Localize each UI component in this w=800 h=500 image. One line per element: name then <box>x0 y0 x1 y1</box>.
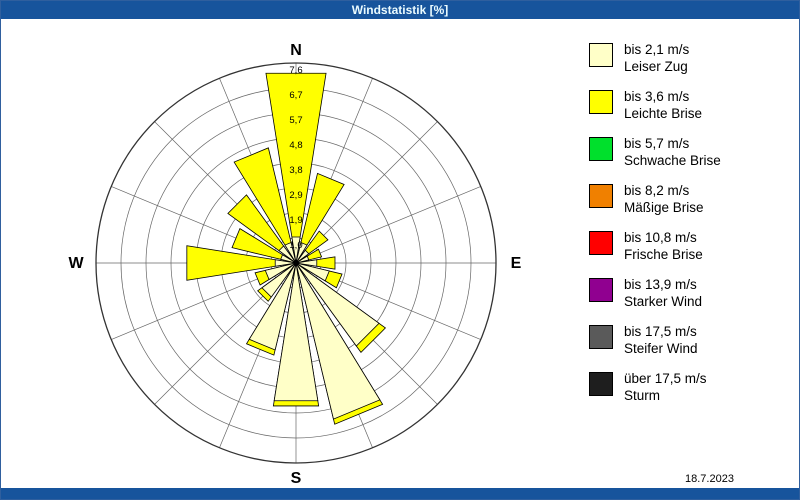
legend-item: bis 2,1 m/s Leiser Zug <box>589 41 789 75</box>
legend-swatch <box>589 137 613 161</box>
legend-label: bis 13,9 m/s Starker Wind <box>624 276 702 310</box>
legend-name: Sturm <box>624 388 661 403</box>
windrose-chart-area: 1,0 1,9 2,9 3,8 4,8 5,7 6,7 7,6 N S W E <box>1 19 581 489</box>
title-bar: Windstatistik [%] <box>1 1 799 19</box>
legend-item: bis 10,8 m/s Frische Brise <box>589 229 789 263</box>
svg-text:7,6: 7,6 <box>289 65 302 76</box>
svg-text:5,7: 5,7 <box>289 115 302 126</box>
legend-swatch <box>589 90 613 114</box>
legend-speed: bis 8,2 m/s <box>624 183 690 198</box>
legend-item: bis 17,5 m/s Steifer Wind <box>589 323 789 357</box>
date-label: 18.7.2023 <box>685 473 734 485</box>
legend-label: bis 8,2 m/s Mäßige Brise <box>624 182 704 216</box>
legend-item: bis 3,6 m/s Leichte Brise <box>589 88 789 122</box>
legend-speed: über 17,5 m/s <box>624 371 707 386</box>
legend-label: bis 10,8 m/s Frische Brise <box>624 229 703 263</box>
legend-label: bis 2,1 m/s Leiser Zug <box>624 41 689 75</box>
legend-name: Leiser Zug <box>624 59 688 74</box>
svg-text:1,9: 1,9 <box>289 215 302 226</box>
legend-speed: bis 10,8 m/s <box>624 230 697 245</box>
legend-item: bis 13,9 m/s Starker Wind <box>589 276 789 310</box>
legend-item: bis 8,2 m/s Mäßige Brise <box>589 182 789 216</box>
legend-swatch <box>589 372 613 396</box>
legend-swatch <box>589 231 613 255</box>
legend-speed: bis 2,1 m/s <box>624 42 690 57</box>
legend-name: Leichte Brise <box>624 106 703 121</box>
svg-text:2,9: 2,9 <box>289 190 302 201</box>
svg-text:6,7: 6,7 <box>289 90 302 101</box>
legend-speed: bis 5,7 m/s <box>624 136 690 151</box>
windrose-chart: 1,0 1,9 2,9 3,8 4,8 5,7 6,7 7,6 N S W E <box>68 42 522 487</box>
legend-name: Schwache Brise <box>624 153 721 168</box>
legend-label: bis 5,7 m/s Schwache Brise <box>624 135 721 169</box>
legend-speed: bis 17,5 m/s <box>624 324 697 339</box>
legend-swatch <box>589 325 613 349</box>
legend-name: Frische Brise <box>624 247 703 262</box>
svg-text:3,8: 3,8 <box>289 165 302 176</box>
svg-text:S: S <box>291 470 302 487</box>
legend: bis 2,1 m/s Leiser Zug bis 3,6 m/s Leichte … <box>589 41 789 417</box>
svg-text:N: N <box>290 42 302 59</box>
svg-text:E: E <box>511 255 522 272</box>
legend-name: Mäßige Brise <box>624 200 704 215</box>
svg-text:1,0: 1,0 <box>289 240 302 251</box>
legend-name: Starker Wind <box>624 294 703 309</box>
legend-label: über 17,5 m/s Sturm <box>624 370 707 404</box>
svg-text:4,8: 4,8 <box>289 140 302 151</box>
legend-label: bis 17,5 m/s Steifer Wind <box>624 323 698 357</box>
legend-item: über 17,5 m/s Sturm <box>589 370 789 404</box>
legend-swatch <box>589 184 613 208</box>
legend-speed: bis 3,6 m/s <box>624 89 690 104</box>
legend-item: bis 5,7 m/s Schwache Brise <box>589 135 789 169</box>
page-title: Windstatistik [%] <box>351 3 449 17</box>
legend-speed: bis 13,9 m/s <box>624 277 697 292</box>
legend-swatch <box>589 278 613 302</box>
legend-label: bis 3,6 m/s Leichte Brise <box>624 88 702 122</box>
legend-swatch <box>589 43 613 67</box>
svg-text:W: W <box>68 255 84 272</box>
legend-name: Steifer Wind <box>624 341 698 356</box>
bottom-bar <box>1 488 799 499</box>
